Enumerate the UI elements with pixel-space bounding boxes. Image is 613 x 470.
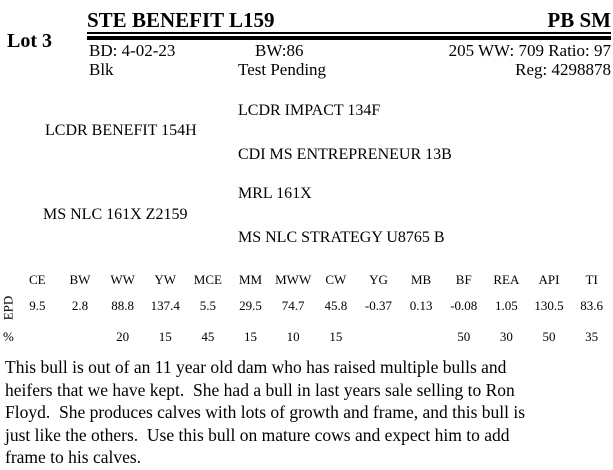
epd-col-header: WW: [110, 272, 135, 287]
epd-col-header: YW: [154, 272, 177, 287]
epd-value: 137.4: [150, 298, 180, 313]
epd-percent: 15: [244, 329, 258, 344]
lot-number: Lot 3: [7, 30, 52, 52]
description-paragraph: This bull is out of an 11 year old dam w…: [5, 356, 611, 469]
epd-value: 130.5: [534, 298, 564, 313]
epd-value: 9.5: [29, 298, 46, 313]
header-block: STE BENEFIT L159 PB SM BD: 4-02-23 BW:86…: [87, 9, 611, 81]
epd-percent: 50: [457, 329, 471, 344]
epd-value: 88.8: [111, 298, 134, 313]
percent-row-label: %: [3, 329, 14, 344]
info-rows: BD: 4-02-23 BW:86 205 WW: 709 Ratio: 97 …: [87, 41, 611, 81]
epd-percent: 15: [329, 329, 343, 344]
epd-percent: 35: [585, 329, 599, 344]
epd-percent: [400, 329, 443, 345]
dam: MS NLC 161X Z2159: [43, 206, 188, 223]
registration-number: Reg: 4298878: [515, 60, 611, 79]
epd-value: -0.37: [364, 298, 392, 313]
description-line: just like the others. Use this bull on m…: [5, 424, 510, 445]
description-line: frame to his calves.: [5, 447, 142, 467]
epd-value: 29.5: [239, 298, 262, 313]
birth-date: BD: 4-02-23: [89, 41, 176, 60]
birth-weight: BW:86: [255, 41, 304, 60]
epd-value: 74.7: [281, 298, 305, 313]
header-divider: [87, 36, 611, 40]
epd-percent: 20: [116, 329, 130, 344]
epd-percent: [16, 329, 59, 345]
sire-dam: CDI MS ENTREPRENEUR 13B: [238, 146, 452, 163]
epd-col-header: TI: [585, 272, 598, 287]
epd-col-header: REA: [493, 272, 520, 287]
epd-col-header: MB: [410, 272, 432, 287]
epd-percent: [59, 329, 102, 345]
epd-percent: 30: [499, 329, 513, 344]
epd-col-header: BW: [69, 272, 91, 287]
sire: LCDR BENEFIT 154H: [45, 122, 197, 139]
epd-value: 83.6: [580, 298, 604, 313]
epd-percent: 50: [542, 329, 556, 344]
epd-percent: 15: [158, 329, 172, 344]
coat-color: Blk: [89, 60, 114, 79]
sire-sire: LCDR IMPACT 134F: [238, 102, 381, 119]
title-row: STE BENEFIT L159 PB SM: [87, 9, 611, 34]
epd-values-row: 9.5 2.8 88.8 137.4 5.5 29.5 74.7 45.8 -0…: [0, 298, 613, 314]
animal-name: STE BENEFIT L159: [87, 8, 275, 32]
epd-col-header: MCE: [193, 272, 222, 287]
epd-col-header: CW: [325, 272, 347, 287]
description-line: This bull is out of an 11 year old dam w…: [5, 357, 507, 377]
epd-col-header: YG: [369, 272, 388, 287]
epd-value: 2.8: [71, 298, 89, 313]
epd-value: -0.08: [450, 298, 478, 313]
epd-value: 5.5: [199, 298, 216, 313]
epd-col-header: MM: [238, 272, 263, 287]
weaning-weight-ratio: 205 WW: 709 Ratio: 97: [448, 41, 611, 60]
epd-value: 1.05: [495, 298, 518, 313]
epd-header-row: CE BW WW YW MCE MM MWW CW YG MB BF REA A…: [0, 272, 613, 288]
epd-col-header: MWW: [275, 272, 312, 287]
description-line: heifers that we have kept. She had a bul…: [5, 379, 515, 400]
epd-percent-row: % 20 15 45 15 10 15 50 30 50 35: [0, 329, 613, 345]
epd-col-header: API: [538, 272, 560, 287]
epd-col-header: BF: [455, 272, 472, 287]
test-status: Test Pending: [238, 60, 327, 79]
description-line: Floyd. She produces calves with lots of …: [5, 402, 526, 422]
epd-col-header: CE: [29, 272, 46, 287]
epd-value: 0.13: [409, 298, 433, 313]
breed-code: PB SM: [547, 8, 611, 32]
epd-percent: 10: [286, 329, 300, 344]
dam-sire: MRL 161X: [238, 185, 312, 202]
epd-value: 45.8: [324, 298, 348, 313]
epd-percent: 45: [201, 329, 215, 344]
dam-dam: MS NLC STRATEGY U8765 B: [238, 229, 445, 246]
epd-percent: [357, 329, 400, 345]
